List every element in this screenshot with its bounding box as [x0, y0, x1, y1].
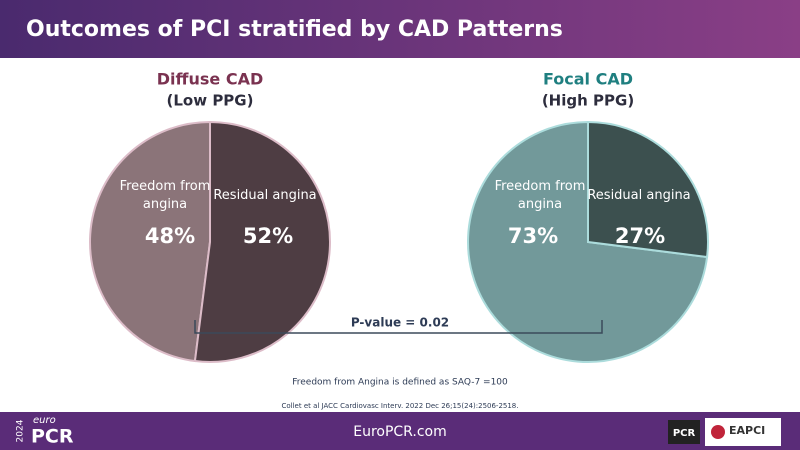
slide-title: Outcomes of PCI stratified by CAD Patter…: [26, 17, 563, 42]
note: Freedom from Angina is defined as SAQ-7 …: [292, 378, 508, 388]
footer-bar: [0, 412, 800, 450]
pie-subtitle: (High PPG): [542, 92, 634, 110]
slice-label: Residual angina: [213, 188, 317, 203]
bracket: [194, 320, 603, 334]
pie-slice: [193, 120, 331, 363]
value-label: 52%: [242, 224, 294, 248]
slice-label: Residual angina: [587, 188, 691, 203]
slice-label: Freedom from angina: [494, 179, 586, 212]
pie-title: Diffuse CAD: [157, 70, 263, 89]
value-label: 73%: [507, 224, 559, 248]
partner-icon: [711, 425, 725, 439]
pie-slice: [89, 120, 211, 363]
pie-slice: [587, 120, 709, 259]
header-bar: [0, 0, 800, 58]
p-value: P-value = 0.02: [351, 316, 449, 330]
pie-subtitle: (Low PPG): [167, 92, 254, 110]
partner-logo: [668, 420, 700, 444]
partner-text: EAPCI: [729, 424, 765, 437]
logo: PCR: [31, 426, 74, 448]
footer-url: EuroPCR.com: [353, 424, 447, 440]
pie-title: Focal CAD: [543, 70, 633, 89]
partner-text: PCR: [673, 428, 696, 439]
slice-label: Freedom from angina: [119, 179, 211, 212]
citation: Collet et al JACC Cardiovasc Interv. 202…: [281, 402, 518, 410]
logo-year: 2024: [16, 419, 26, 442]
value-label: 27%: [614, 224, 666, 248]
logo-small: euro: [33, 415, 56, 426]
value-label: 48%: [144, 224, 196, 248]
